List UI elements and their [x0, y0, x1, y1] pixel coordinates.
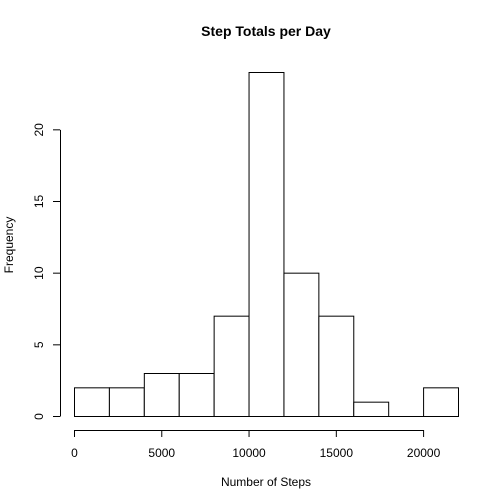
histogram-bar-8 — [353, 401, 390, 417]
y-tick-label: 0 — [32, 413, 46, 420]
histogram-bar-10 — [423, 387, 460, 418]
histogram-bar-4 — [213, 315, 250, 417]
x-tick-label: 5000 — [148, 446, 175, 460]
x-tick-label: 10000 — [232, 446, 266, 460]
bars-group — [74, 72, 460, 418]
chart-title: Step Totals per Day — [201, 23, 331, 39]
histogram-bar-0 — [74, 387, 110, 418]
x-axis-label: Number of Steps — [221, 475, 311, 489]
x-tick-label: 0 — [71, 446, 78, 460]
x-tick-label: 15000 — [320, 446, 354, 460]
histogram-bar-2 — [143, 373, 180, 417]
y-tick-label: 5 — [32, 341, 46, 348]
y-axis: 0 5 10 15 20 — [32, 123, 61, 420]
x-tick-label: 20000 — [407, 446, 441, 460]
y-tick-label: 20 — [32, 123, 46, 137]
histogram-bar-7 — [318, 315, 355, 417]
y-axis-label: Frequency — [2, 217, 16, 274]
histogram-bar-5 — [248, 72, 285, 417]
y-tick-label: 10 — [32, 266, 46, 280]
y-tick-label: 15 — [32, 195, 46, 209]
x-axis: 0 5000 10000 15000 20000 — [71, 430, 441, 460]
histogram-bar-1 — [108, 387, 145, 418]
histogram-bar-3 — [178, 373, 215, 417]
histogram-bar-6 — [283, 272, 320, 417]
